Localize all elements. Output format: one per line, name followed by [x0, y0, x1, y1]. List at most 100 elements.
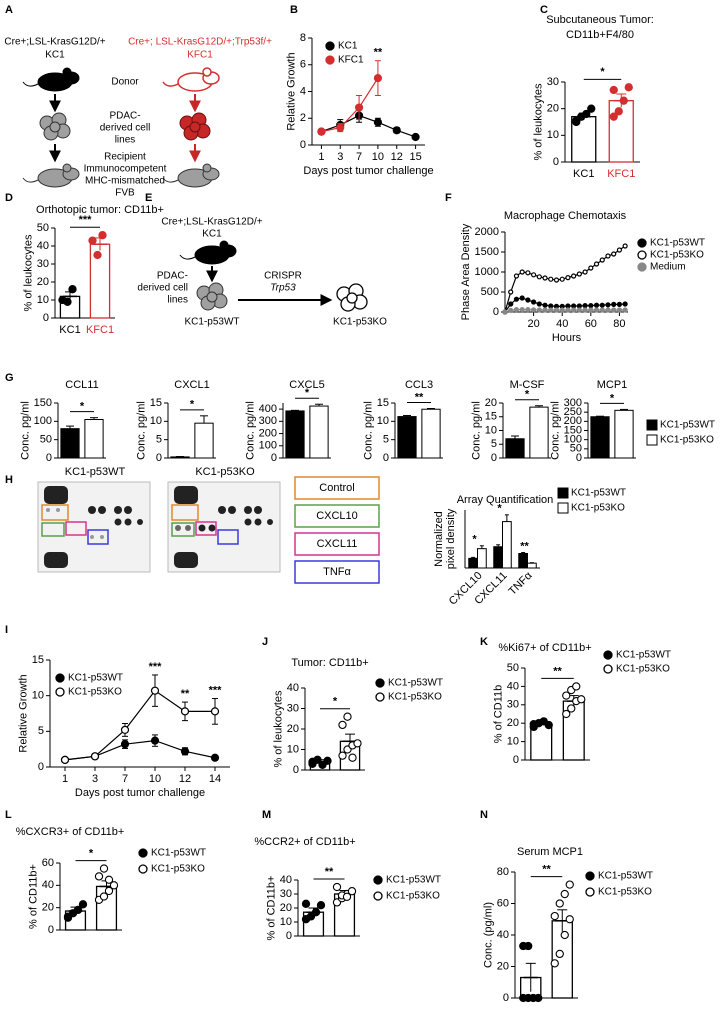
y-tick-label: 80 — [497, 866, 509, 878]
panel-label: L — [5, 809, 12, 821]
cell-line-label: KC1-p53WT — [184, 317, 239, 328]
data-point — [373, 118, 383, 127]
box-label: CXCL11 — [317, 538, 358, 550]
bar — [397, 416, 417, 459]
chart-title: CCL3 — [405, 379, 433, 391]
data-point — [502, 309, 508, 315]
data-point — [555, 949, 564, 959]
legend-swatch — [646, 434, 658, 446]
legend-marker — [637, 250, 647, 260]
data-point — [301, 899, 311, 908]
bar — [590, 416, 610, 459]
data-point — [616, 247, 623, 253]
y-tick-label: 10 — [485, 424, 497, 436]
line-label: KFC1 — [187, 50, 213, 61]
data-point — [550, 911, 559, 921]
bar — [529, 406, 549, 459]
data-point — [180, 747, 190, 756]
y-tick-label: 40 — [37, 240, 49, 252]
chart-title: CXCL5 — [289, 379, 324, 391]
chart-title: Orthotopic tumor: CD11b+ — [36, 204, 164, 216]
donor-mouse — [22, 67, 80, 92]
legend-marker — [585, 887, 595, 897]
y-axis-label: Conc. pg/ml — [549, 401, 561, 460]
x-tick-label: 7 — [122, 773, 128, 785]
y-tick-label: 50 — [37, 222, 49, 234]
panel-label: J — [262, 636, 268, 648]
legend-marker — [138, 848, 148, 858]
data-point — [576, 271, 582, 277]
y-axis-label: Conc. pg/ml — [136, 401, 148, 460]
y-axis-label: % of leukocytes — [23, 234, 35, 312]
bar — [493, 546, 503, 569]
x-tick-label: 1 — [318, 151, 324, 163]
y-tick-label: 0 — [300, 139, 306, 151]
y-tick-label: 60 — [497, 897, 509, 909]
y-axis-label: pixel density — [445, 508, 457, 569]
bar — [527, 562, 537, 569]
data-point — [508, 301, 514, 307]
legend-marker — [55, 687, 65, 697]
y-tick-label: 0 — [38, 761, 44, 773]
legend-label: KFC1 — [338, 55, 364, 66]
legend-marker — [603, 650, 613, 660]
legend-label: KC1-p53KO — [616, 664, 670, 675]
y-axis-label: Conc. pg/ml — [244, 401, 256, 460]
panel-label: N — [480, 809, 488, 821]
data-point — [513, 296, 520, 302]
legend-marker — [325, 41, 335, 51]
diagram-a: A Cre+;LSL-KrasG12D/+ KC1 Cre+; LSL-Kras… — [4, 4, 272, 199]
significance: * — [190, 399, 195, 411]
x-tick-label: 40 — [556, 318, 568, 330]
y-tick-label: 10 — [150, 415, 162, 427]
y-tick-label: 200 — [564, 415, 582, 427]
donor-mouse — [179, 240, 237, 265]
legend-marker — [375, 692, 385, 702]
data-point — [588, 307, 594, 313]
y-tick-label: 10 — [377, 415, 389, 427]
legend-label: KC1-p53WT — [598, 871, 653, 882]
y-tick-label: 10 — [287, 743, 299, 755]
data-point — [529, 719, 538, 729]
data-point — [513, 273, 520, 279]
legend-marker — [585, 871, 595, 881]
data-point — [622, 301, 628, 307]
gene-label: Trp53 — [270, 283, 296, 294]
data-point — [519, 269, 525, 275]
y-tick-label: 300 — [259, 415, 277, 427]
data-point — [348, 753, 357, 762]
y-tick-label: 500 — [481, 286, 499, 298]
y-tick-label: 5 — [156, 434, 162, 446]
data-point — [316, 901, 326, 910]
step-label: FVB — [115, 188, 135, 199]
panel-label: D — [5, 192, 13, 204]
bar — [614, 409, 634, 459]
data-point — [588, 265, 594, 271]
legend-label: KC1-p53WT — [616, 650, 671, 661]
data-point — [99, 864, 109, 873]
x-tick-label: 14 — [209, 773, 221, 785]
data-point — [622, 243, 628, 249]
y-axis-label: Conc. (pg/ml) — [483, 902, 495, 968]
x-tick-label: 12 — [391, 151, 403, 163]
step-label: PDAC- — [157, 271, 188, 282]
y-tick-label: 150 — [564, 424, 582, 436]
data-point — [593, 307, 600, 313]
data-point — [562, 709, 571, 719]
y-tick-label: 0 — [513, 754, 519, 766]
step-label: derived cell — [137, 283, 188, 294]
data-point — [599, 257, 605, 263]
bar — [421, 408, 441, 459]
data-point — [616, 307, 623, 313]
y-tick-label: 10 — [32, 690, 44, 702]
series-line — [64, 689, 215, 761]
y-tick-label: 8 — [300, 32, 306, 44]
y-tick-label: 0 — [493, 306, 499, 318]
data-point — [519, 295, 525, 301]
y-axis-label: % of CD11b+ — [28, 864, 40, 929]
data-point — [571, 273, 577, 279]
x-tick-label: 80 — [613, 318, 625, 330]
x-tick-label: 3 — [337, 151, 343, 163]
annotation: * — [497, 503, 502, 515]
data-point — [513, 307, 520, 313]
